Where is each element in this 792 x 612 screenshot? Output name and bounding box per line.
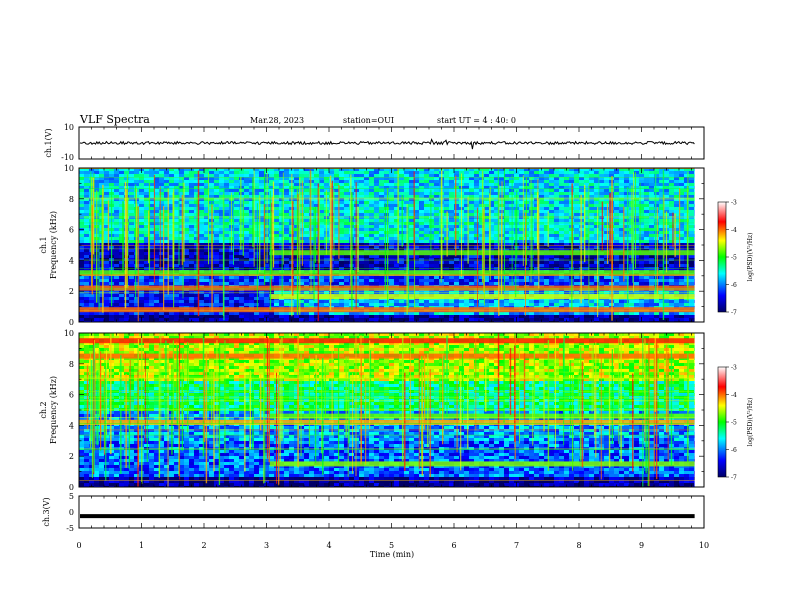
ch1-spec-ytick-10: 10: [64, 164, 74, 173]
ch1-spectrogram-image: [79, 168, 704, 322]
cb2-ticks-label-1: -4: [731, 392, 737, 399]
cb1-ticks-label-1: -4: [731, 227, 737, 234]
spec2-band-1: [79, 419, 695, 425]
ch1-spec-ytick-4: 4: [69, 256, 74, 265]
spec1-band-2: [79, 285, 695, 291]
ch1-waveform-trace: [79, 138, 695, 150]
start-time-label: start UT = 4 : 40: 0: [437, 116, 516, 125]
spec2-band-3: [79, 353, 695, 359]
ch1-colorbar-label: log(PSD)(V²/Hz): [747, 233, 754, 282]
ch1-ytick-bottom: -10: [61, 153, 74, 162]
ch1-ytick-top: 10: [64, 123, 74, 132]
xtick-label-2: 2: [201, 541, 206, 550]
ch2-spectrogram-image: [79, 333, 704, 487]
xtick-label-9: 9: [639, 541, 644, 550]
ch1-spec-ytick-8: 8: [69, 195, 74, 204]
xtick-label-1: 1: [139, 541, 144, 550]
xtick-label-6: 6: [451, 541, 456, 550]
ch3-ytick-bottom: -5: [66, 524, 74, 533]
ch2-spec-ytick-0: 0: [69, 483, 74, 492]
ch2-spec-ytick-4: 4: [69, 421, 74, 430]
cb2-ticks-label-3: -6: [731, 447, 737, 454]
ch2-spec-ytick-2: 2: [69, 452, 74, 461]
figure-title: VLF Spectra: [79, 113, 150, 126]
cb2-ticks-label-0: -3: [731, 365, 737, 372]
ch3-ytick-top: 5: [69, 492, 74, 501]
ch3-waveform-panel: 5 0 -5 ch.3(V): [42, 492, 705, 533]
cb1-ticks-label-0: -3: [731, 200, 737, 207]
spec1-band-1: [269, 294, 695, 300]
spec2-band-2: [269, 413, 695, 419]
xaxis-label: Time (min): [370, 550, 414, 559]
cb2-ticks-label-4: -7: [731, 475, 737, 482]
xtick-label-3: 3: [264, 541, 269, 550]
xtick-label-10: 10: [699, 541, 709, 550]
ch1-spec-ytick-2: 2: [69, 287, 74, 296]
ch2-spec-ytick-8: 8: [69, 360, 74, 369]
xtick-label-7: 7: [514, 541, 519, 550]
spec2-band-4: [79, 338, 695, 344]
date-label: Mar.28, 2023: [250, 116, 304, 125]
ch1-ylabel: ch.1(V): [44, 128, 53, 157]
ch2-colorbar-gradient: [717, 366, 727, 478]
xtick-label-0: 0: [76, 541, 81, 550]
ch2-spectrogram-panel: 0 2 4 6 8 10 ch.2 Frequency (kHz): [39, 329, 705, 492]
ch2-spec-ytick-6: 6: [69, 391, 74, 400]
time-axis: 0 1 2 3 4 5 6 7 8 9 10: [76, 541, 709, 550]
cb2-ticks-label-2: -5: [731, 420, 737, 427]
ch1-spec-ytick-0: 0: [69, 318, 74, 327]
ch2-spec-ytick-10: 10: [64, 329, 74, 338]
ch1-spectrogram-panel: 0 2 4 6 8 10 ch.1 Frequency (kHz): [39, 164, 705, 327]
spec1-band-0: [79, 307, 695, 313]
ch1-waveform-panel: 10 -10 ch.1(V): [44, 123, 705, 162]
station-label: station=OUI: [343, 116, 394, 125]
xtick-label-4: 4: [326, 541, 331, 550]
ch1-colorbar: -3 -4 -5 -6 -7 log(PSD)(V²/Hz): [717, 200, 754, 317]
ch1-spec-ytick-6: 6: [69, 226, 74, 235]
ch1-spec-ylabel: ch.1: [39, 236, 48, 253]
ch2-colorbar: -3 -4 -5 -6 -7 log(PSD)(V²/Hz): [717, 365, 754, 482]
ch2-colorbar-label: log(PSD)(V²/Hz): [747, 398, 754, 447]
cb1-ticks-label-4: -7: [731, 310, 737, 317]
cb1-ticks-label-3: -6: [731, 282, 737, 289]
ch1-spec-ylabel2: Frequency (kHz): [49, 211, 58, 279]
xtick-label-5: 5: [389, 541, 394, 550]
xtick-label-8: 8: [576, 541, 581, 550]
ch3-ytick-mid: 0: [69, 508, 74, 517]
ch1-colorbar-gradient: [717, 201, 727, 313]
spec1-band-3: [79, 270, 695, 276]
ch2-spec-ylabel2: Frequency (kHz): [49, 376, 58, 444]
ch2-spec-ylabel: ch.2: [39, 401, 48, 418]
cb1-ticks-label-2: -5: [731, 255, 737, 262]
ch3-ylabel: ch.3(V): [42, 497, 51, 526]
spec2-band-0: [269, 461, 695, 467]
